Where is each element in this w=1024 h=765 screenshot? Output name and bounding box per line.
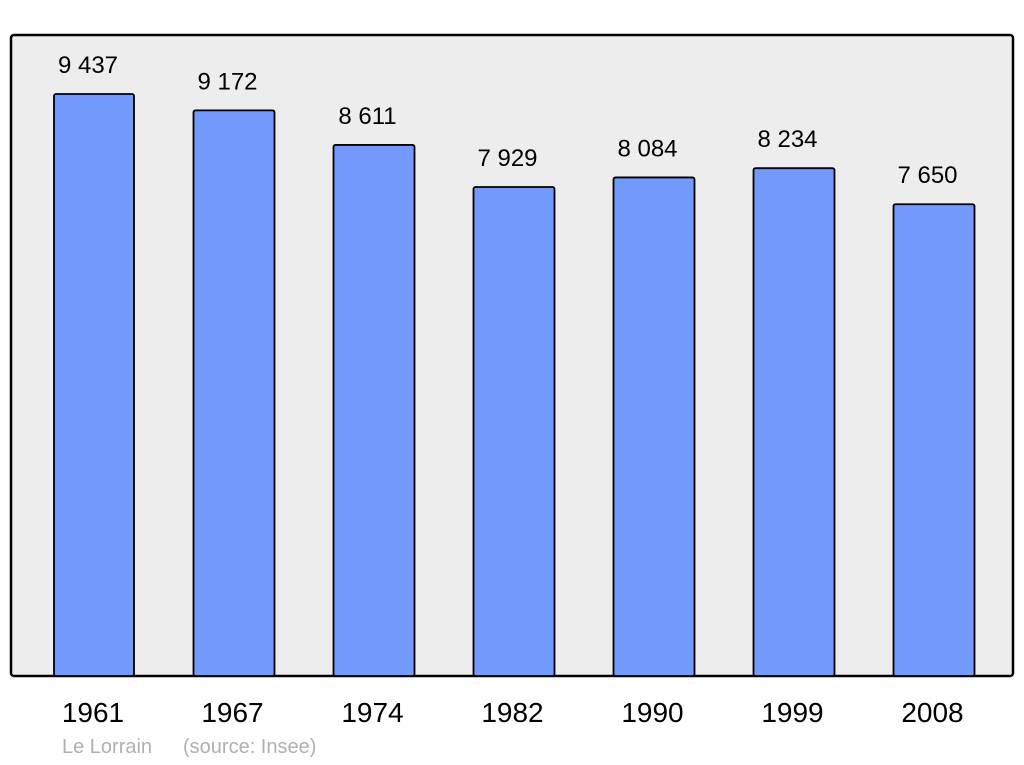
x-tick-1961: 1961	[62, 697, 124, 728]
value-label-1967: 9 172	[197, 68, 257, 95]
value-label-1974: 8 611	[338, 103, 396, 130]
bar-1982	[472, 186, 556, 677]
bar-1999	[752, 167, 836, 677]
bar-1967	[192, 109, 276, 677]
value-label-1990: 8 084	[617, 135, 677, 162]
x-tick-1982: 1982	[481, 697, 543, 728]
value-label-1961: 9 437	[58, 52, 118, 79]
value-label-2008: 7 650	[897, 162, 957, 189]
value-label-1999: 8 234	[757, 126, 817, 153]
bar-1990	[612, 176, 696, 677]
footer-place: Le Lorrain	[62, 736, 152, 758]
bar-1961	[53, 93, 135, 677]
x-tick-1999: 1999	[761, 697, 823, 728]
footer-source: (source: Insee)	[183, 736, 316, 758]
x-tick-1974: 1974	[341, 697, 403, 728]
bar-2008	[892, 203, 976, 677]
x-tick-1990: 1990	[621, 697, 683, 728]
value-label-1982: 7 929	[477, 145, 537, 172]
x-tick-2008: 2008	[901, 697, 963, 728]
x-tick-1967: 1967	[201, 697, 263, 728]
bar-1974	[332, 144, 416, 677]
